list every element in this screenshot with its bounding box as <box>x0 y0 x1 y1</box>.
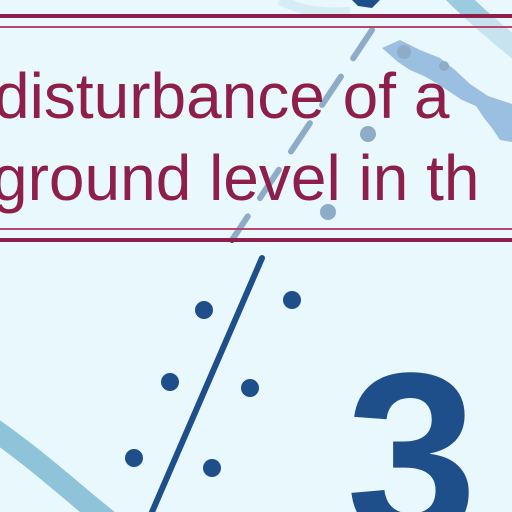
dot-7 <box>125 449 143 467</box>
banner-inner-border <box>0 26 512 230</box>
banner-line-1: disturbance of a <box>0 60 450 132</box>
large-number: 3 <box>346 324 478 512</box>
pale-curve-top-left <box>277 0 351 18</box>
stroke-lower <box>149 255 265 512</box>
text-banner <box>0 14 512 242</box>
banner-line-2: ground level in th <box>0 142 480 214</box>
dot-6 <box>241 379 259 397</box>
blue-corner-top <box>352 0 380 8</box>
dot-3 <box>283 291 301 309</box>
dot-8 <box>203 459 221 477</box>
dot-4 <box>195 301 213 319</box>
dot-5 <box>161 373 179 391</box>
light-blue-curve-bottom-left <box>0 420 115 512</box>
